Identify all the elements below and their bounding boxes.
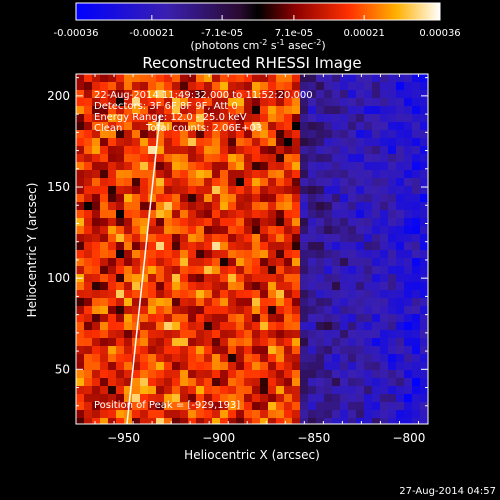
y-axis-label: Heliocentric Y (arcsec)	[25, 183, 39, 318]
info-peak-position: Position of Peak = [-929,193]	[94, 400, 240, 411]
info-detectors: Detectors: 3F 6F 8F 9F, Att 0	[94, 101, 238, 112]
colorbar-tick-label: 0.00036	[419, 28, 460, 39]
plot-title: Reconstructed RHESSI Image	[142, 54, 361, 72]
colorbar-units-label: (photons cm-2 s-1 asec-2)	[190, 38, 325, 52]
timestamp: 27-Aug-2014 04:57	[399, 486, 496, 497]
x-axis-label: Heliocentric X (arcsec)	[184, 448, 320, 462]
info-text-block: 22-Aug-2014 11:49:32.000 to 11:52:20.000…	[94, 90, 313, 411]
solar-limb-line	[126, 114, 161, 425]
colorbar-tick-label: -0.00036	[54, 28, 99, 39]
y-tick-label: 100	[47, 271, 70, 285]
y-tick-label: 50	[55, 362, 70, 376]
axis-ticks: −950 −900 −850 −800 50 100 150 200	[47, 74, 428, 445]
y-tick-label: 150	[47, 180, 70, 194]
x-tick-label: −800	[392, 431, 425, 445]
colorbar-tick-label: 0.00021	[343, 28, 384, 39]
colorbar	[75, 2, 441, 21]
info-total-counts: Total counts: 2.06E+03	[145, 123, 262, 134]
colorbar-ticks: -0.00036 -0.00021 -7.1e-05 7.1e-05 0.00021 0.…	[54, 15, 461, 39]
x-tick-label: −900	[202, 431, 235, 445]
colorbar-tick-label: 7.1e-05	[275, 28, 313, 39]
plot-frame	[75, 73, 429, 425]
x-tick-label: −850	[297, 431, 330, 445]
colorbar-tick-label: -7.1e-05	[201, 28, 243, 39]
y-tick-label: 200	[47, 89, 70, 103]
colorbar-tick-label: -0.00021	[129, 28, 174, 39]
info-energy-range: Energy Range: 12.0 - 25.0 keV	[94, 112, 247, 123]
info-time-range: 22-Aug-2014 11:49:32.000 to 11:52:20.000	[94, 90, 313, 101]
info-clean: Clean	[94, 123, 122, 134]
x-tick-label: −950	[107, 431, 140, 445]
reconstructed-image	[76, 74, 428, 424]
